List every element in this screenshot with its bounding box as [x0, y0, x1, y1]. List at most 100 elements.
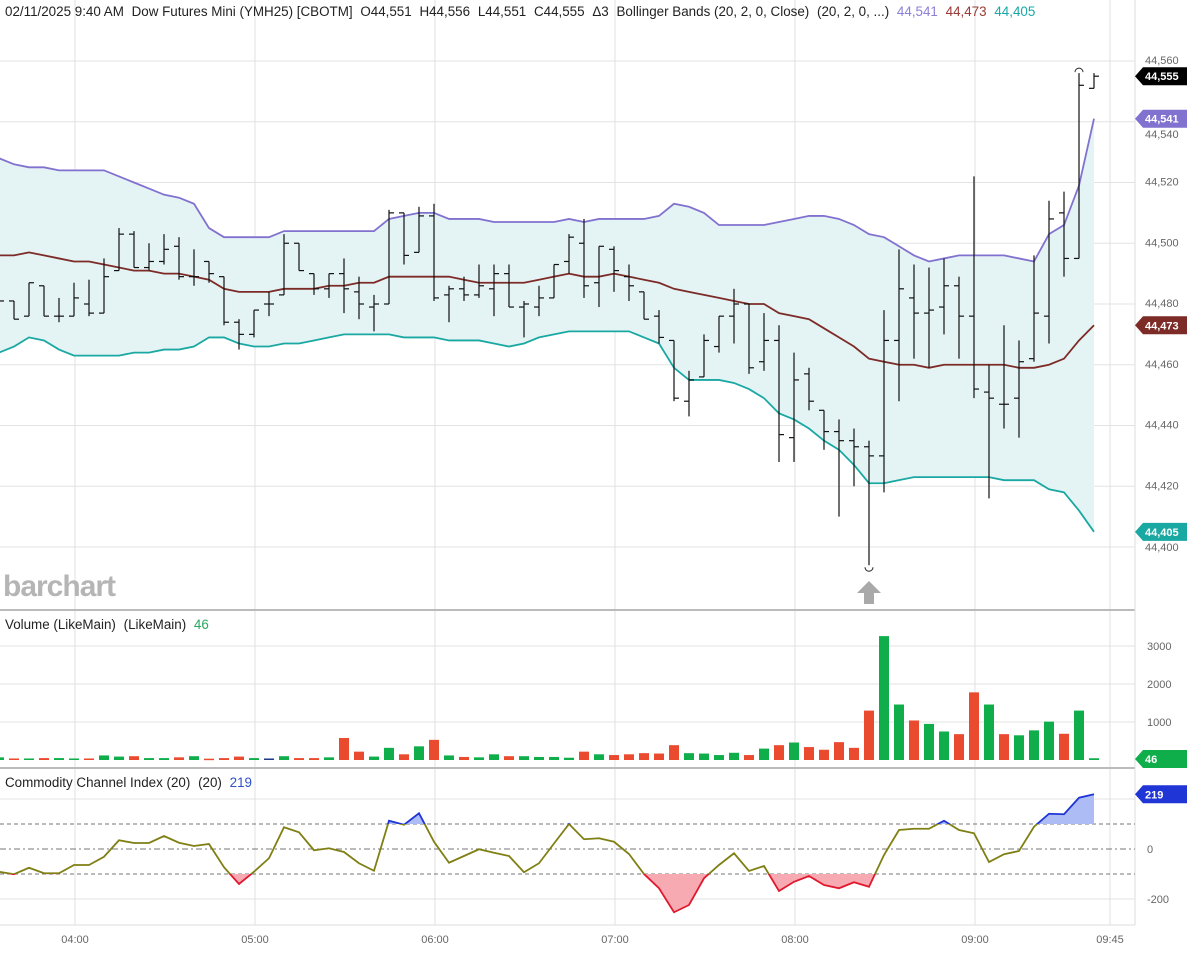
price-axis-label: 44,540	[1145, 129, 1179, 141]
cci-line	[0, 824, 1039, 874]
ohlc-bar	[399, 212, 409, 265]
ohlc-bar	[549, 263, 559, 299]
volume-bar	[549, 756, 559, 760]
time-axis-label: 08:00	[781, 934, 809, 946]
volume-bar	[129, 756, 139, 760]
volume-bar	[429, 739, 439, 760]
time-axis-label: 05:00	[241, 934, 269, 946]
header-high: H44,556	[419, 4, 471, 19]
ohlc-bar	[24, 282, 34, 317]
volume-bar	[519, 756, 529, 760]
volume-bar	[444, 755, 454, 760]
ohlc-bar	[279, 234, 289, 296]
volume-bar	[39, 758, 49, 760]
time-axis-label: 06:00	[421, 934, 449, 946]
ohlc-bar	[1029, 255, 1039, 362]
bollinger-middle-line	[0, 251, 1095, 369]
volume-bar	[414, 746, 424, 760]
volume-bar	[834, 742, 844, 760]
cci-badge: 219	[1135, 785, 1187, 804]
time-axis-label: 04:00	[61, 934, 89, 946]
ohlc-bar	[954, 276, 964, 359]
ohlc-bar	[714, 315, 724, 353]
ohlc-bar	[924, 267, 934, 368]
header-low: L44,551	[477, 4, 527, 19]
barchart-watermark: barchart	[3, 570, 116, 603]
volume-bar	[219, 758, 229, 760]
ohlc-bar	[384, 209, 394, 305]
ohlc-bar	[1074, 73, 1084, 260]
volume-bar	[459, 756, 469, 760]
bollinger-lower-badge-text: 44,405	[1145, 527, 1179, 539]
ohlc-bar	[264, 291, 274, 317]
last-price-badge-shape	[1135, 67, 1187, 86]
volume-bar	[24, 758, 34, 760]
volume-bar	[819, 749, 829, 760]
volume-bar	[789, 742, 799, 760]
ohlc-bar	[459, 276, 469, 301]
volume-bar	[669, 745, 679, 760]
ohlc-bar	[69, 282, 79, 317]
volume-bar	[504, 756, 514, 760]
ohlc-bar	[804, 367, 814, 411]
price-axis-label: 44,500	[1145, 237, 1179, 249]
ohlc-bar	[939, 258, 949, 335]
volume-bar	[339, 737, 349, 760]
volume-bar	[954, 734, 964, 760]
volume-bar	[639, 753, 649, 760]
ohlc-bar	[54, 297, 64, 323]
ohlc-bar	[339, 258, 349, 314]
header-symbol[interactable]: Dow Futures Mini (YMH25) [CBOTM]	[131, 4, 353, 19]
volume-bar	[399, 754, 409, 760]
volume-bar	[9, 758, 19, 760]
header-close: C44,555	[533, 4, 585, 19]
volume-bar	[609, 755, 619, 760]
volume-pane-title[interactable]: Volume (LikeMain) (LikeMain) 46	[5, 617, 213, 632]
volume-bar	[174, 757, 184, 760]
volume-bar	[564, 757, 574, 760]
volume-bar	[324, 757, 334, 760]
ohlc-bar	[879, 310, 889, 493]
volume-bar	[939, 731, 949, 760]
ohlc-bar	[9, 300, 19, 320]
header-study[interactable]: Bollinger Bands (20, 2, 0, Close)	[616, 4, 810, 19]
header-datetime: 02/11/2025 9:40 AM	[5, 4, 124, 19]
volume-bar	[294, 758, 304, 760]
volume-bar	[474, 757, 484, 760]
bollinger-lower-badge: 44,405	[1135, 522, 1187, 541]
ohlc-bar	[429, 203, 439, 301]
volume-bar	[654, 753, 664, 760]
volume-bar	[909, 720, 919, 760]
header-change: Δ3	[592, 4, 609, 19]
ohlc-bar	[324, 273, 334, 298]
ohlc-bar	[864, 440, 874, 566]
volume-bar	[879, 636, 889, 760]
ohlc-bar	[759, 313, 769, 371]
ohlc-bar	[444, 285, 454, 323]
ohlc-bar	[204, 260, 214, 283]
cci-params: (20)	[198, 775, 222, 790]
volume-bar	[969, 692, 979, 760]
cci-pane-title[interactable]: Commodity Channel Index (20) (20) 219	[5, 775, 256, 790]
volume-badge-text: 46	[1145, 754, 1157, 766]
bollinger-middle-badge-shape	[1135, 316, 1187, 335]
header-open: O44,551	[360, 4, 412, 19]
ohlc-bar	[594, 245, 604, 308]
time-axis-label: 07:00	[601, 934, 629, 946]
price-axis-label: 44,460	[1145, 359, 1179, 371]
volume-bar	[309, 758, 319, 760]
header-middle-value: 44,473	[945, 4, 987, 19]
session-high-marker	[1074, 67, 1084, 73]
ohlc-bar	[1014, 340, 1024, 438]
volume-bar	[714, 755, 724, 760]
last-price-badge: 44,555	[1135, 67, 1187, 86]
volume-bar	[1059, 733, 1069, 760]
ohlc-bar	[309, 273, 319, 295]
volume-bar	[699, 753, 709, 760]
ohlc-bar	[84, 279, 94, 317]
volume-value: 46	[193, 617, 209, 632]
ohlc-bar	[819, 409, 829, 450]
bollinger-upper-line	[0, 118, 1095, 263]
bollinger-lower-badge-shape	[1135, 522, 1187, 541]
volume-bar	[594, 754, 604, 760]
